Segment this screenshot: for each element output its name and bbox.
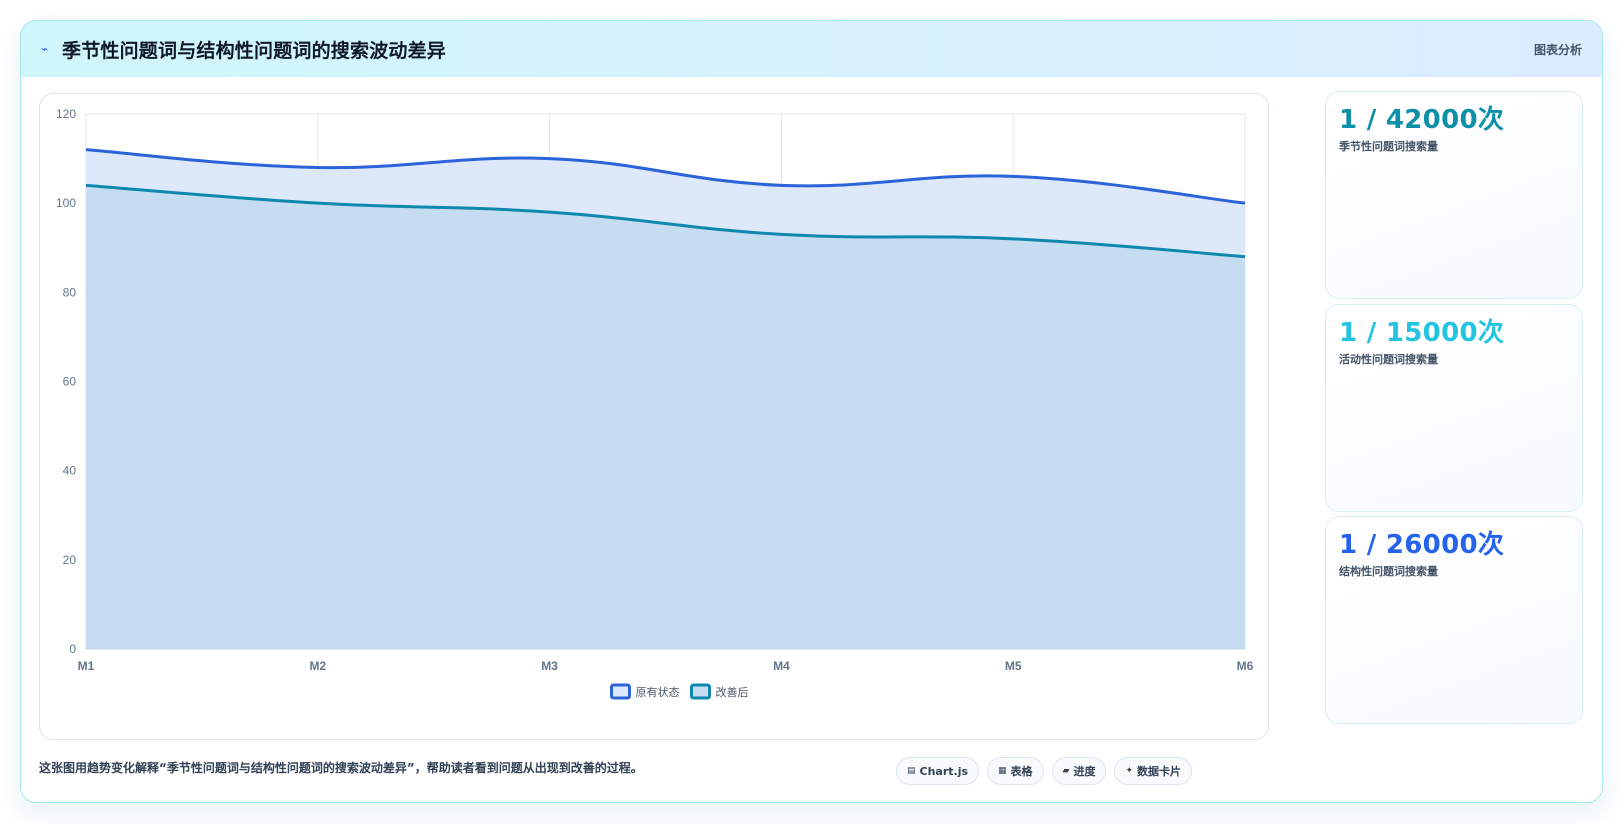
kpi-label: 结构性问题词搜索量 (1339, 565, 1438, 578)
pill-progress[interactable]: ▰ 进度 (1051, 757, 1107, 785)
chart-card: ⌁ 季节性问题词与结构性问题词的搜索波动差异 图表分析 0 20 40 60 80 100… (20, 20, 1603, 803)
y-tick-label: 60 (63, 375, 77, 389)
y-tick-label: 40 (63, 464, 77, 478)
kpi-label: 季节性问题词搜索量 (1339, 140, 1438, 153)
sparkle-icon: ✦ (1125, 766, 1134, 776)
y-tick-label: 80 (63, 285, 77, 299)
kpi-label: 活动性问题词搜索量 (1339, 353, 1438, 366)
legend-swatch-1 (610, 683, 631, 700)
lightning-icon: ⌁ (41, 42, 49, 56)
pill-label: 进度 (1073, 765, 1096, 778)
x-tick-label: M3 (541, 659, 558, 673)
card-header: ⌁ 季节性问题词与结构性问题词的搜索波动差异 图表分析 (21, 21, 1602, 77)
kpi-value: 1 / 15000次 (1339, 318, 1505, 348)
x-tick-label: M5 (1005, 659, 1022, 673)
pill-label: 数据卡片 (1137, 765, 1182, 778)
chart-panel: 0 20 40 60 80 100 120 M1 M2 M3 M4 M5 M6 原有状态 改善后 (39, 93, 1269, 740)
pill-label: 表格 (1010, 765, 1033, 778)
area-chart: 0 20 40 60 80 100 120 M1 M2 M3 M4 M5 M6 原有状态 改善后 (56, 107, 1254, 700)
kpi-card-structural: 1 / 26000次 结构性问题词搜索量 (1325, 516, 1583, 724)
series-line-2 (85, 183, 1246, 259)
pill-label: Chart.js (919, 764, 969, 778)
pill-table[interactable]: ▦ 表格 (987, 757, 1044, 785)
series-line-1 (85, 148, 1246, 205)
y-tick-label: 0 (69, 642, 76, 656)
series-area-2 (86, 185, 1245, 649)
page-title: 季节性问题词与结构性问题词的搜索波动差异 (62, 39, 447, 62)
chart-analysis-tag: 图表分析 (1533, 42, 1582, 57)
chart-caption: 这张图用趋势变化解释“季节性问题词与结构性问题词的搜索波动差异”，帮助读者看到问… (39, 761, 643, 775)
legend-label: 改善后 (716, 685, 749, 699)
kpi-value: 1 / 42000次 (1339, 105, 1505, 135)
pill-chartjs[interactable]: ▤ Chart.js (896, 757, 980, 785)
progress-icon: ▰ (1062, 766, 1070, 776)
chart-icon: ▤ (907, 766, 916, 776)
y-tick-label: 20 (63, 553, 77, 567)
pill-data-cards[interactable]: ✦ 数据卡片 (1114, 757, 1193, 785)
y-tick-label: 100 (56, 196, 76, 210)
title-wrap: ⌁ 季节性问题词与结构性问题词的搜索波动差异 (41, 36, 446, 63)
y-tick-label: 120 (56, 107, 76, 121)
kpi-card-seasonal: 1 / 42000次 季节性问题词搜索量 (1325, 91, 1583, 299)
kpi-card-campaign: 1 / 15000次 活动性问题词搜索量 (1325, 304, 1583, 512)
view-switcher: ▤ Chart.js ▦ 表格 ▰ 进度 ✦ 数据卡片 (896, 757, 1193, 785)
kpi-value: 1 / 26000次 (1339, 530, 1505, 560)
table-icon: ▦ (998, 766, 1007, 776)
legend-label: 原有状态 (636, 685, 680, 699)
legend-swatch-2 (690, 683, 711, 700)
x-tick-label: M1 (78, 659, 95, 673)
x-tick-label: M6 (1237, 659, 1254, 673)
x-tick-label: M2 (309, 659, 326, 673)
x-tick-label: M4 (773, 659, 790, 673)
